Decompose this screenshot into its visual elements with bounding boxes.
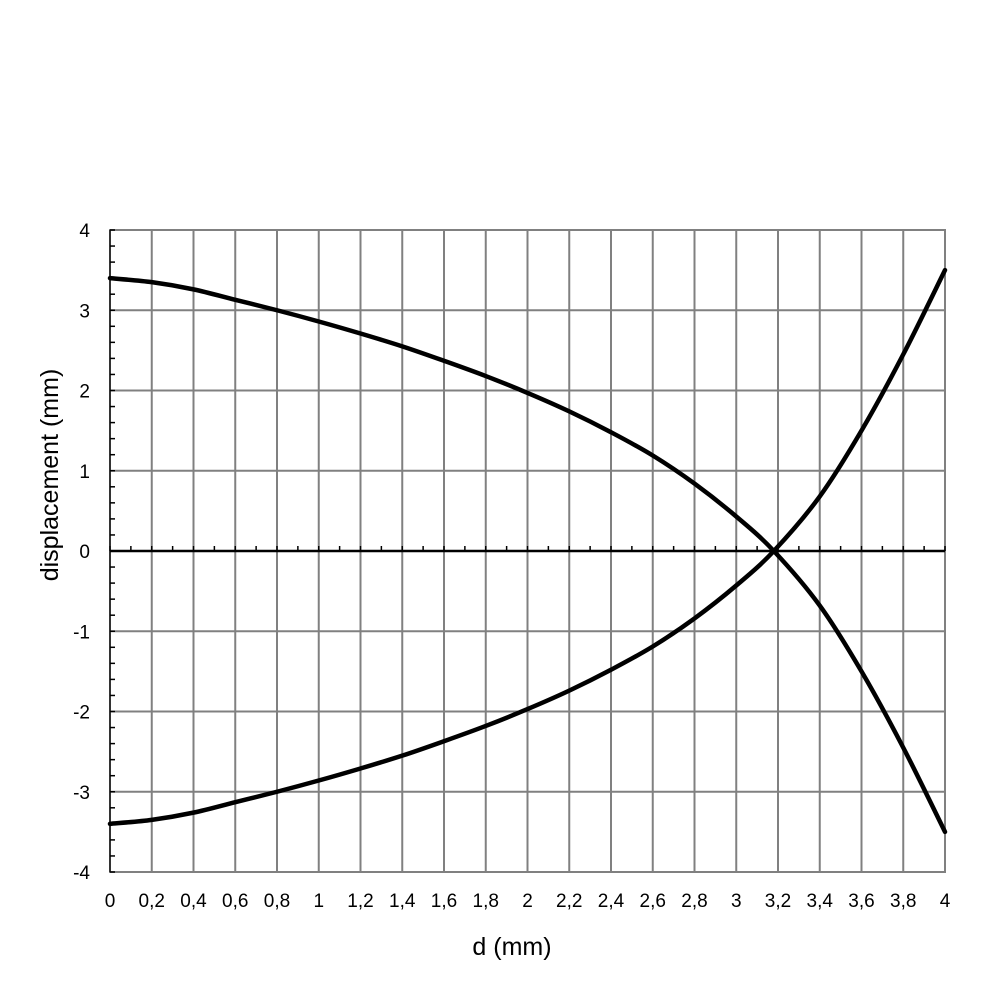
x-tick-label: 0,2 (139, 891, 165, 912)
x-tick-label: 0 (105, 891, 116, 912)
y-tick-labels: 4 3 2 1 0 -1 -2 -3 -4 (73, 221, 90, 884)
x-tick-label: 3,8 (890, 891, 916, 912)
x-tick-label: 1,4 (389, 891, 416, 912)
y-tick-label: 4 (79, 221, 90, 242)
y-tick-label: -4 (73, 863, 90, 884)
y-tick-label: 1 (79, 462, 90, 483)
y-tick-label: -3 (73, 783, 90, 804)
x-tick-label: 2,6 (640, 891, 666, 912)
x-tick-label: 1,6 (431, 891, 457, 912)
x-tick-label: 3,4 (807, 891, 834, 912)
y-axis-title: displacement (mm) (36, 369, 64, 582)
x-tick-label: 1,2 (347, 891, 373, 912)
x-tick-label: 2 (522, 891, 533, 912)
x-tick-label: 2,8 (681, 891, 707, 912)
x-tick-label: 3 (731, 891, 742, 912)
x-tick-label: 3,2 (765, 891, 791, 912)
x-tick-label: 4 (940, 891, 951, 912)
series-line-2 (107, 267, 948, 827)
axes (109, 229, 946, 873)
x-tick-label: 2,2 (556, 891, 582, 912)
y-tick-label: 0 (79, 542, 90, 563)
y-tick-label: 3 (79, 301, 90, 322)
series-layer (107, 267, 948, 835)
x-axis-title: d (mm) (472, 933, 551, 961)
x-tick-label: 3,6 (848, 891, 874, 912)
x-tick-label: 1,8 (473, 891, 499, 912)
x-tick-label: 0,6 (222, 891, 248, 912)
x-tick-label: 0,8 (264, 891, 290, 912)
x-tick-label: 0,4 (180, 891, 207, 912)
x-tick-label: 1 (313, 891, 324, 912)
y-tick-label: 2 (79, 382, 90, 403)
x-tick-label: 2,4 (598, 891, 625, 912)
y-tick-label: -2 (73, 703, 90, 724)
y-tick-label: -1 (73, 622, 90, 643)
x-tick-labels: 0 0,2 0,4 0,6 0,8 1 1,2 1,4 1,6 1,8 2 2,2 2,4 2,6 2,8 3… (105, 891, 951, 912)
series-line-1 (107, 275, 948, 835)
